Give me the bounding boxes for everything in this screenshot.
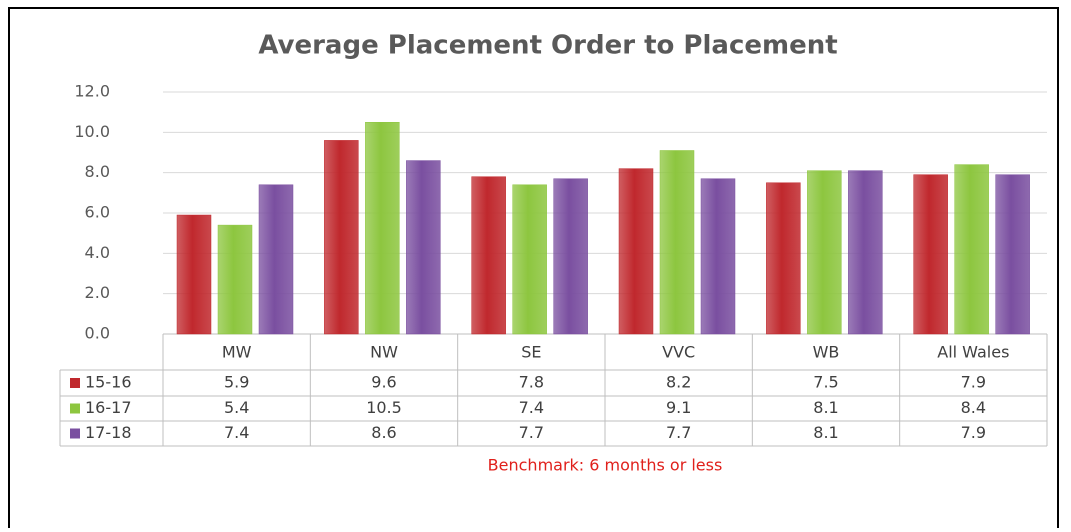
- table-value: 7.4: [519, 398, 544, 417]
- table-value: 8.1: [813, 423, 838, 442]
- x-tick-label: NW: [370, 343, 398, 362]
- bar: [217, 224, 253, 335]
- y-tick-label: 12.0: [74, 82, 110, 101]
- y-tick-label: 2.0: [85, 283, 110, 302]
- legend-label: 17-18: [85, 423, 132, 442]
- legend-swatch: [70, 403, 80, 414]
- table-value: 7.5: [813, 373, 838, 392]
- bar: [807, 170, 842, 335]
- table-value: 5.4: [224, 398, 249, 417]
- x-tick-label: All Wales: [937, 343, 1009, 362]
- table-value: 9.6: [371, 373, 396, 392]
- table-value: 8.4: [961, 398, 986, 417]
- table-value: 7.4: [224, 423, 249, 442]
- bar: [365, 122, 400, 335]
- x-tick-label: MW: [222, 343, 252, 362]
- table-value: 7.9: [961, 373, 986, 392]
- y-tick-label: 4.0: [85, 243, 110, 262]
- bar: [659, 150, 695, 335]
- bar: [176, 214, 212, 335]
- table-value: 7.9: [961, 423, 986, 442]
- bar: [324, 140, 359, 335]
- bar: [258, 184, 294, 335]
- y-tick-label: 10.0: [74, 122, 110, 141]
- bar: [553, 178, 588, 335]
- legend-swatch: [70, 378, 80, 388]
- table-value: 7.7: [666, 423, 691, 442]
- table-value: 8.2: [666, 373, 691, 392]
- x-tick-label: WB: [813, 343, 840, 362]
- y-tick-label: 0.0: [85, 324, 110, 343]
- bar: [954, 164, 989, 335]
- chart-title: Average Placement Order to Placement: [258, 31, 837, 61]
- x-tick-label: SE: [521, 343, 541, 362]
- table-value: 10.5: [366, 398, 402, 417]
- legend-swatch: [70, 428, 80, 439]
- y-tick-label: 6.0: [85, 203, 110, 222]
- bar: [406, 160, 441, 335]
- table-value: 7.8: [519, 373, 544, 392]
- legend-label: 16-17: [85, 398, 132, 417]
- annotation: Benchmark: 6 months or less: [488, 456, 723, 475]
- bar: [700, 178, 736, 335]
- bar: [848, 170, 883, 335]
- table-value: 9.1: [666, 398, 691, 417]
- legend-label: 15-16: [85, 373, 132, 392]
- bar: [913, 174, 948, 335]
- x-tick-label: VVC: [662, 343, 695, 362]
- bar: [512, 184, 547, 335]
- table-value: 8.6: [371, 423, 396, 442]
- bar: [995, 174, 1030, 335]
- table-value: 8.1: [813, 398, 838, 417]
- bar: [766, 182, 801, 335]
- bar: [618, 168, 654, 335]
- table-value: 7.7: [519, 423, 544, 442]
- table-value: 5.9: [224, 373, 249, 392]
- bar: [471, 176, 506, 335]
- y-tick-label: 8.0: [85, 162, 110, 181]
